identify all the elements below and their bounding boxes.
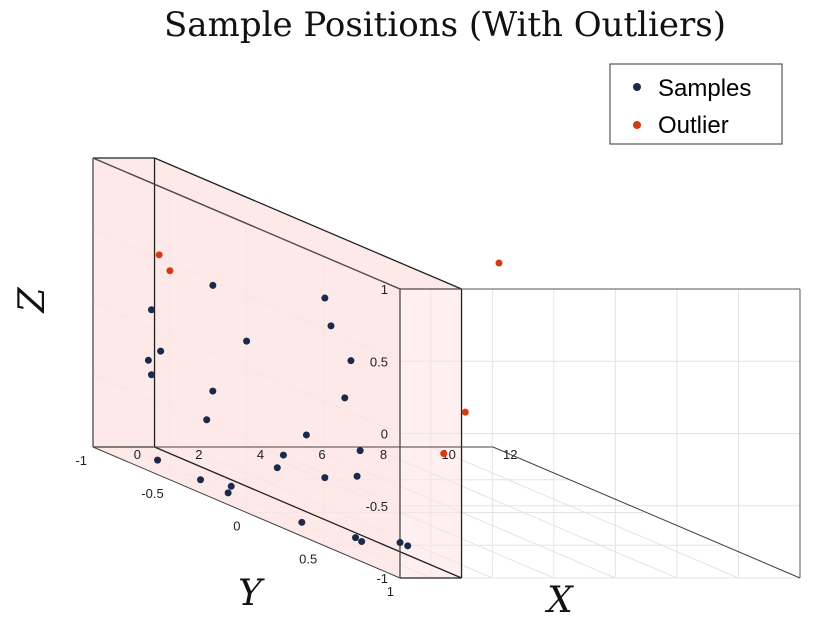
sample-point [298, 518, 306, 526]
shaded-region-edge [154, 446, 462, 579]
outlier-point [495, 259, 503, 267]
legend: Samples Outlier [609, 63, 783, 145]
sample-point [157, 347, 165, 355]
sample-point [358, 538, 366, 546]
axis-line [492, 446, 801, 579]
x-axis-label: X [544, 580, 574, 621]
sample-point [209, 387, 217, 395]
sample-point [243, 337, 251, 345]
chart-title: Sample Positions (With Outliers) [164, 5, 726, 45]
axes-box [92, 157, 801, 579]
x-tick-label: 2 [195, 447, 202, 462]
sample-point [347, 357, 355, 365]
axis-line [92, 446, 401, 579]
sample-point [147, 306, 155, 314]
z-tick-label: 1 [381, 282, 388, 297]
y-axis-label: Y [238, 573, 265, 614]
x-tick-label: 0 [134, 447, 141, 462]
z-axis-label: Z [12, 287, 53, 314]
x-tick-label: 8 [380, 447, 387, 462]
sample-point [279, 451, 287, 459]
data-points [144, 251, 503, 550]
sample-point [404, 542, 412, 550]
sample-point [273, 464, 281, 472]
z-tick-label: -0.5 [366, 499, 388, 514]
sample-point [356, 447, 364, 455]
shaded-region-face [93, 158, 155, 447]
sample-point [353, 472, 361, 480]
tick-labels: -1-0.500.51-1-0.500.510 2 4 6 8 10 12 [75, 282, 517, 599]
y-tick-label: -1 [75, 453, 87, 468]
sample-point [197, 476, 205, 484]
sample-point [154, 456, 162, 464]
sample-point [209, 281, 217, 289]
outlier-point [461, 408, 469, 416]
sample-point [144, 356, 152, 364]
shaded-region-edge [154, 157, 462, 290]
outlier-point [440, 450, 448, 458]
y-tick-label: 1 [387, 584, 394, 599]
legend-box [609, 63, 783, 145]
x-tick-label: 6 [318, 447, 325, 462]
y-tick-label: -0.5 [141, 486, 163, 501]
shaded-region [92, 157, 463, 579]
legend-label-outlier: Outlier [658, 112, 729, 139]
axes-box-edge [92, 157, 401, 290]
sample-point [327, 322, 335, 330]
shaded-region-face [93, 158, 462, 289]
outlier-point [166, 267, 174, 275]
sample-point [203, 416, 211, 424]
sample-point [321, 474, 329, 482]
x-tick-label: 4 [257, 447, 264, 462]
sample-point [352, 534, 360, 542]
z-tick-label: 0.5 [370, 354, 388, 369]
sample-point [396, 539, 404, 547]
sample-point [341, 394, 349, 402]
legend-label-samples: Samples [658, 75, 751, 102]
sample-point [227, 482, 235, 490]
sample-point [302, 431, 310, 439]
z-tick-label: 0 [381, 427, 388, 442]
legend-marker-outlier [633, 121, 641, 129]
sample-point [224, 489, 232, 497]
legend-marker-samples [633, 83, 641, 91]
sample-point [321, 294, 329, 302]
y-tick-label: 0 [233, 519, 240, 534]
shaded-region-face [93, 447, 462, 578]
y-tick-label: 0.5 [299, 551, 317, 566]
outlier-point [155, 251, 163, 259]
x-tick-label: 12 [503, 447, 517, 462]
sample-point [147, 371, 155, 379]
z-tick-label: -1 [376, 571, 388, 586]
